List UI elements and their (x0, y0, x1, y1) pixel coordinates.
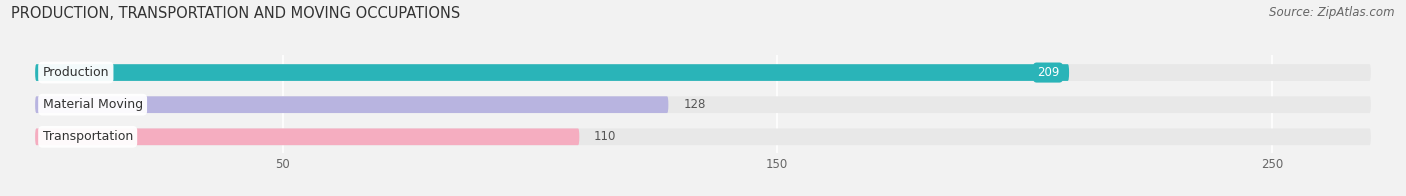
FancyBboxPatch shape (35, 96, 668, 113)
Text: Transportation: Transportation (42, 130, 132, 143)
Text: 110: 110 (595, 130, 617, 143)
Text: PRODUCTION, TRANSPORTATION AND MOVING OCCUPATIONS: PRODUCTION, TRANSPORTATION AND MOVING OC… (11, 6, 461, 21)
Text: Production: Production (42, 66, 110, 79)
FancyBboxPatch shape (35, 96, 1371, 113)
FancyBboxPatch shape (35, 128, 579, 145)
Text: 209: 209 (1036, 66, 1059, 79)
FancyBboxPatch shape (35, 128, 1371, 145)
Text: 128: 128 (683, 98, 706, 111)
FancyBboxPatch shape (35, 64, 1069, 81)
FancyBboxPatch shape (35, 64, 1371, 81)
Text: Material Moving: Material Moving (42, 98, 142, 111)
Text: Source: ZipAtlas.com: Source: ZipAtlas.com (1270, 6, 1395, 19)
